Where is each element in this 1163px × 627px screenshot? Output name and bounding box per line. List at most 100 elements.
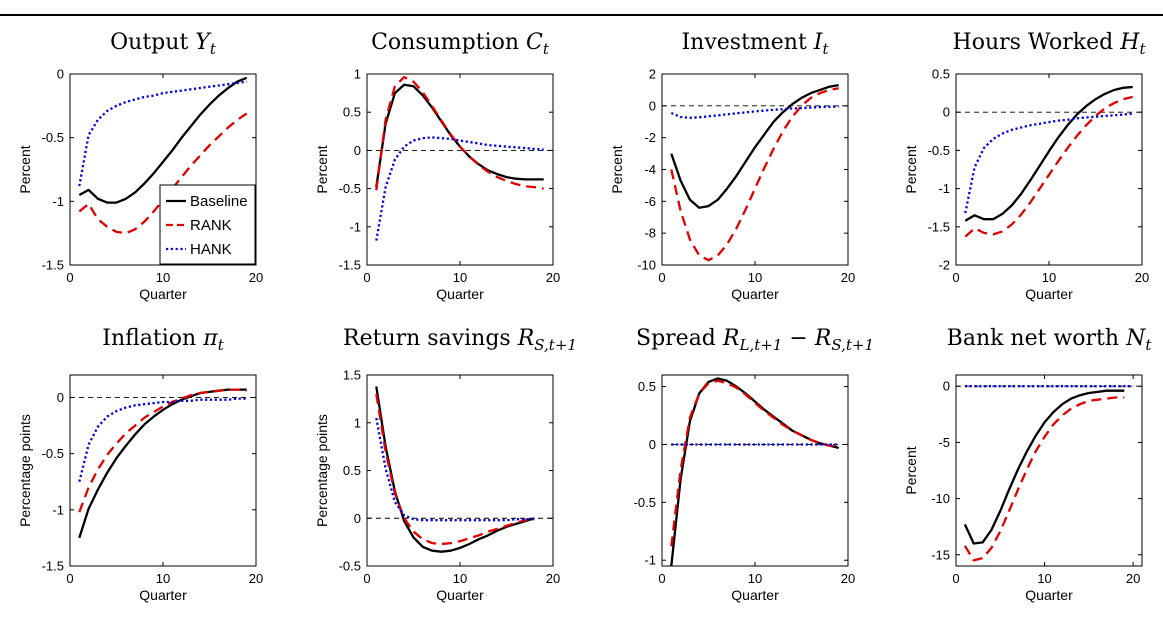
x-tick-label: 0 [66, 270, 73, 285]
series-line-baseline [78, 388, 247, 539]
y-axis-label: Percent [903, 446, 919, 494]
y-tick-label: 0 [354, 511, 361, 526]
x-tick-label: 10 [748, 571, 762, 586]
chart-title: Bank net worth Nt [947, 326, 1153, 354]
x-tick-label: 20 [546, 571, 560, 586]
y-tick-label: -0.5 [42, 446, 64, 461]
x-tick-label: 20 [841, 571, 855, 586]
y-tick-label: -15 [931, 547, 950, 562]
x-tick-label: 0 [363, 270, 370, 285]
series-line-rank [375, 75, 544, 191]
y-tick-label: 1.5 [343, 368, 361, 383]
chart-title: Output Yt [110, 30, 217, 58]
axes-box [366, 374, 554, 567]
chart-panel-1: Output Yt 0 10 20 0 -0.5 -1 -1.5 Quarter Percent B… [17, 30, 263, 302]
legend-label-baseline: Baseline [190, 193, 248, 210]
series-line-rank [670, 379, 839, 547]
series-line-baseline [670, 83, 839, 209]
series-line-rank [78, 388, 247, 513]
chart-panel-5: Inflation πt 0 10 20 0 -0.5 -1 -1.5 Quarter Perce… [17, 326, 263, 603]
series-line-hank [375, 136, 544, 241]
y-tick-label: -0.5 [634, 495, 656, 510]
x-tick-label: 20 [1135, 270, 1149, 285]
x-tick-label: 0 [952, 270, 959, 285]
chart-panel-3: Investment It0 10 2020-2-4-6-8-10QuarterPe… [609, 30, 855, 302]
x-tick-label: 0 [658, 571, 665, 586]
series-line-baseline [964, 85, 1133, 222]
y-tick-label: -8 [644, 226, 656, 241]
axes-box [661, 374, 849, 567]
x-tick-label: 20 [249, 270, 263, 285]
x-axis-label: Quarter [1025, 286, 1073, 302]
x-tick-label: 20 [249, 571, 263, 586]
series-line-rank [963, 396, 1125, 562]
y-tick-label: 0 [943, 379, 950, 394]
x-axis-label: Quarter [436, 286, 484, 302]
x-tick-label: 10 [748, 270, 762, 285]
y-axis-label: Percent [609, 145, 625, 193]
chart-title: Spread RL,t+1 − RS,t+1 [636, 326, 874, 354]
chart-title: Consumption Ct [371, 30, 550, 58]
chart-title: Investment It [681, 30, 829, 58]
x-tick-label: 10 [453, 571, 467, 586]
y-tick-label: -1 [938, 181, 950, 196]
chart-title: Hours Worked Ht [953, 30, 1147, 58]
x-tick-label: 10 [156, 270, 170, 285]
y-tick-label: -1.5 [928, 219, 950, 234]
y-axis-label: Percent [314, 145, 330, 193]
axes-box [366, 73, 554, 266]
y-tick-label: 1 [354, 415, 361, 430]
chart-panel-7: Spread RL,t+1 − RS,t+1 0 10 20 0.5 0 -0.5 -1 Qua… [634, 326, 874, 603]
series-line-hank [375, 417, 535, 522]
y-tick-label: -2 [938, 258, 950, 273]
y-tick-label: -10 [931, 491, 950, 506]
chart-title: Return savings RS,t+1 [343, 326, 577, 354]
x-axis-label: Quarter [731, 286, 779, 302]
x-tick-label: 20 [841, 270, 855, 285]
y-tick-label: -0.5 [339, 181, 361, 196]
y-tick-label: -0.5 [42, 130, 64, 145]
series-line-baseline [375, 83, 544, 188]
y-tick-label: 1 [354, 67, 361, 82]
y-axis-label: Percent [17, 145, 33, 193]
series-line-hank [78, 397, 247, 482]
y-tick-label: -4 [644, 162, 656, 177]
series-line-baseline [375, 386, 535, 553]
chart-panel-8: Bank net worth Nt 0 10 20 0 -5 -10 -15 Quarter Pe… [903, 326, 1152, 603]
series-line-hank [670, 105, 839, 119]
x-axis-label: Quarter [139, 587, 187, 603]
y-tick-label: -10 [637, 258, 656, 273]
series-line-hank [964, 112, 1133, 214]
series-line-rank [670, 87, 839, 262]
y-axis-label: Percentage points [17, 414, 33, 527]
y-tick-label: -1.5 [42, 258, 64, 273]
y-tick-label: 0 [649, 98, 656, 113]
y-tick-label: 0.5 [932, 67, 950, 82]
series-line-baseline [78, 76, 248, 204]
chart-panel-4: Hours Worked Ht 0 10 20 0.5 0 -0.5 -1 -1.5 -2 Quar… [903, 30, 1149, 302]
y-tick-label: 0 [57, 390, 64, 405]
top-rule [0, 14, 1163, 16]
y-tick-label: -1 [52, 502, 64, 517]
chart-panel-2: Consumption Ct 0 10 20 1 0.5 0 -0.5 -1 -1.5 Quarte… [314, 30, 560, 302]
x-tick-label: 10 [1042, 270, 1056, 285]
y-tick-label: -1 [52, 194, 64, 209]
y-tick-label: -1 [349, 219, 361, 234]
x-axis-label: Quarter [139, 286, 187, 302]
y-tick-label: -1.5 [42, 559, 64, 574]
chart-title: Inflation πt [102, 326, 224, 354]
series-line-rank [375, 393, 535, 546]
y-axis-label: Percentage points [314, 414, 330, 527]
x-tick-label: 20 [1126, 571, 1140, 586]
y-tick-label: 0 [649, 437, 656, 452]
x-axis-label: Quarter [436, 587, 484, 603]
x-axis-label: Quarter [1025, 587, 1073, 603]
axes-box [69, 374, 257, 567]
x-tick-label: 0 [952, 571, 959, 586]
legend-label-rank: RANK [190, 217, 232, 234]
x-tick-label: 0 [658, 270, 665, 285]
y-tick-label: -2 [644, 130, 656, 145]
y-axis-label: Percent [903, 145, 919, 193]
y-tick-label: -1 [644, 553, 656, 568]
